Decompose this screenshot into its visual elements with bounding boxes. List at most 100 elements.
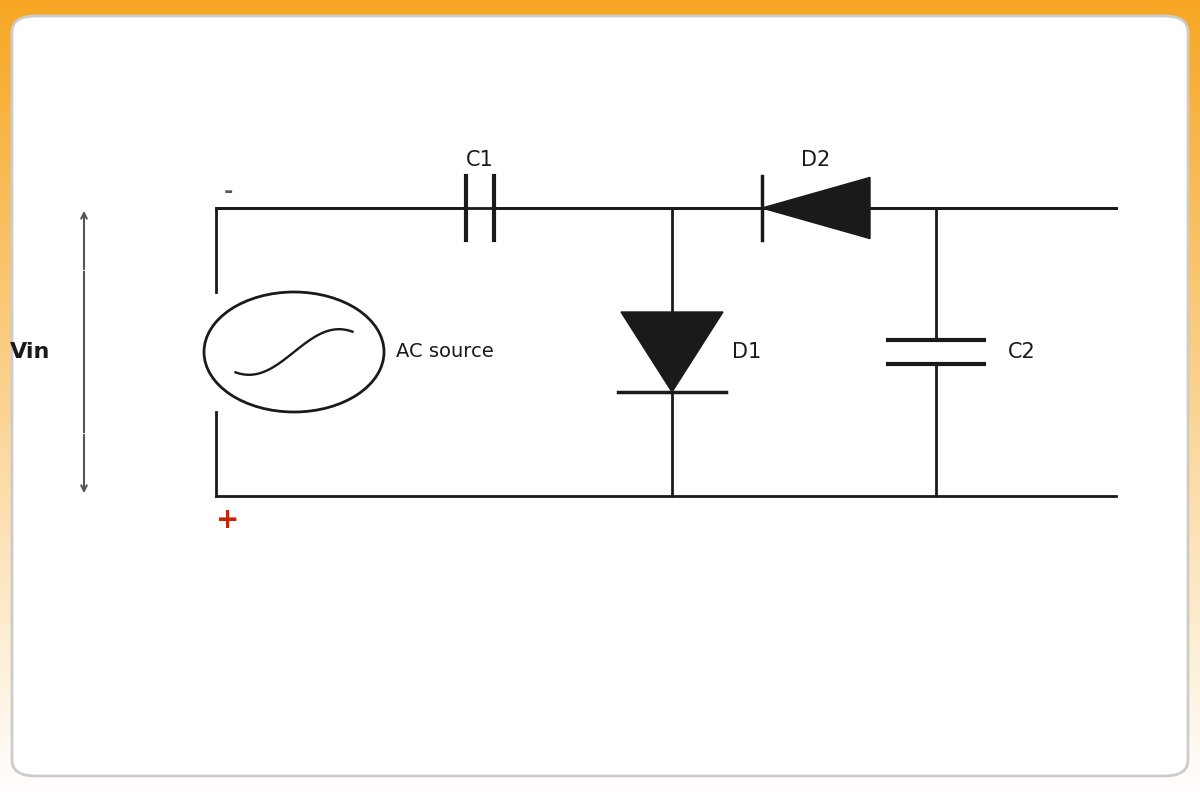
Bar [0,608,1200,612]
Bar [0,792,1200,796]
Bar [0,772,1200,776]
Bar [0,360,1200,364]
Bar [0,284,1200,288]
Bar [0,564,1200,568]
Bar [0,380,1200,384]
Bar [0,472,1200,476]
Text: D1: D1 [732,342,761,362]
Bar [0,720,1200,724]
Bar [0,168,1200,172]
Bar [0,256,1200,260]
Bar [0,520,1200,524]
Bar [0,0,1200,4]
Text: -: - [223,182,233,202]
Bar [0,252,1200,256]
Bar [0,704,1200,708]
Bar [0,56,1200,60]
Bar [0,172,1200,176]
Bar [0,536,1200,540]
Bar [0,732,1200,736]
Bar [0,676,1200,680]
Bar [0,628,1200,632]
Bar [0,688,1200,692]
Bar [0,580,1200,584]
Bar [0,276,1200,280]
Bar [0,696,1200,700]
Bar [0,328,1200,332]
Bar [0,444,1200,448]
Bar [0,392,1200,396]
Bar [0,768,1200,772]
Bar [0,756,1200,760]
Bar [0,416,1200,420]
Bar [0,144,1200,148]
Bar [0,584,1200,588]
Bar [0,784,1200,788]
Bar [0,620,1200,624]
Bar [0,532,1200,536]
Bar [0,432,1200,436]
Bar [0,116,1200,120]
Bar [0,48,1200,52]
Bar [0,396,1200,400]
Bar [0,600,1200,604]
Bar [0,120,1200,124]
Bar [0,488,1200,492]
Bar [0,376,1200,380]
Bar [0,196,1200,200]
Bar [0,364,1200,368]
Bar [0,764,1200,768]
Bar [0,4,1200,8]
FancyBboxPatch shape [12,16,1188,776]
Bar [0,476,1200,480]
Bar [0,320,1200,324]
Bar [0,216,1200,220]
Bar [0,368,1200,372]
Bar [0,100,1200,104]
Bar [0,512,1200,516]
Bar [0,300,1200,304]
Bar [0,684,1200,688]
Bar [0,200,1200,204]
Bar [0,492,1200,496]
Bar [0,152,1200,156]
Text: C2: C2 [1008,342,1036,362]
Bar [0,220,1200,224]
Bar [0,596,1200,600]
Bar [0,728,1200,732]
Bar [0,408,1200,412]
Text: AC source: AC source [396,342,493,362]
Bar [0,184,1200,188]
Bar [0,336,1200,340]
Bar [0,60,1200,64]
Bar [0,748,1200,752]
Bar [0,316,1200,320]
Bar [0,400,1200,404]
Bar [0,548,1200,552]
Bar [0,20,1200,24]
Bar [0,664,1200,668]
Text: Vin: Vin [10,342,50,362]
Bar [0,132,1200,136]
Bar [0,464,1200,468]
Bar [0,736,1200,740]
Bar [0,164,1200,168]
Bar [0,188,1200,192]
Bar [0,708,1200,712]
Bar [0,244,1200,248]
Text: C1: C1 [466,150,494,170]
Bar [0,240,1200,244]
Bar [0,468,1200,472]
Bar [0,616,1200,620]
Bar [0,528,1200,532]
Bar [0,16,1200,20]
Bar [0,540,1200,544]
Bar [0,500,1200,504]
Bar [0,8,1200,12]
Bar [0,480,1200,484]
Bar [0,640,1200,644]
Bar [0,268,1200,272]
Bar [0,208,1200,212]
Bar [0,84,1200,88]
Bar [0,636,1200,640]
